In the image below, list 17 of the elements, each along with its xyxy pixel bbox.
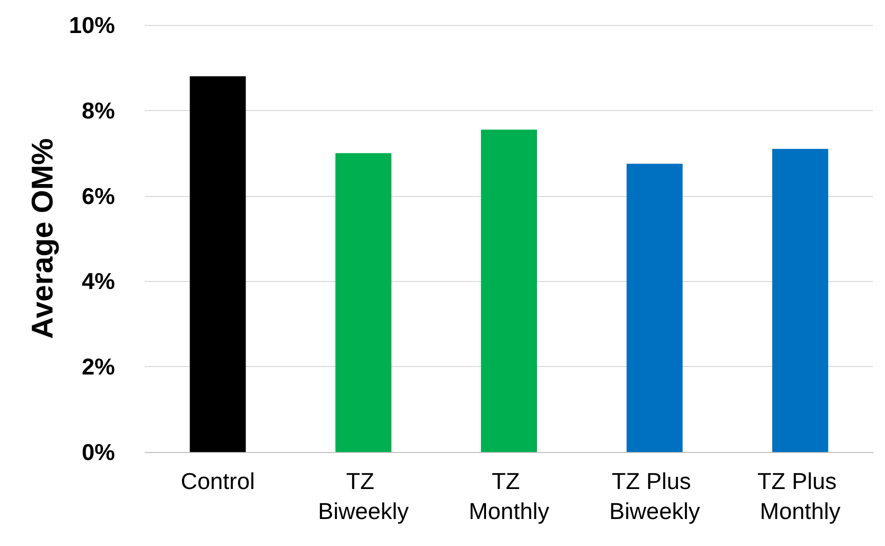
y-tick-label: 0%: [82, 439, 115, 465]
x-tick-label: Control: [180, 468, 255, 494]
y-tick-label: 2%: [82, 354, 115, 380]
x-tick-label: TZ Monthly: [468, 468, 550, 524]
bar: [335, 153, 392, 452]
y-tick-label: 4%: [82, 268, 115, 294]
bar: [772, 148, 828, 452]
bar: [626, 164, 683, 452]
bar: [190, 76, 246, 452]
bar: [481, 130, 537, 452]
y-axis-title: Average OM%: [26, 138, 60, 339]
y-tick-label: 10%: [68, 12, 115, 38]
y-tick-label: 6%: [82, 182, 115, 209]
x-tick-label: TZ Biweekly: [318, 468, 410, 524]
x-tick-label: TZ Plus Monthly: [757, 468, 844, 524]
x-tick-label: TZ Plus Biweekly: [609, 468, 700, 524]
y-tick-label: 8%: [82, 97, 115, 124]
